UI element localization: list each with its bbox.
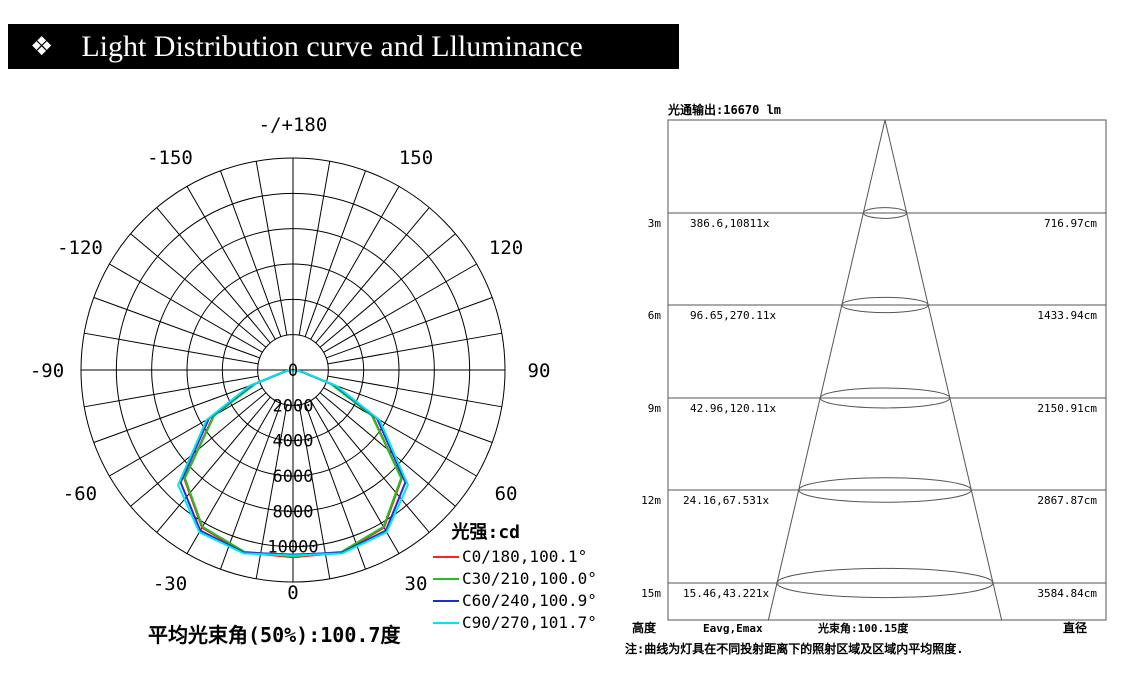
polar-grid-spoke xyxy=(327,375,502,408)
cone-row-height: 9m xyxy=(648,402,662,415)
polar-angle-label: -150 xyxy=(147,147,193,169)
polar-grid-spoke xyxy=(109,263,263,353)
average-beam-angle-label: 平均光束角(50%):100.7度 xyxy=(148,623,401,647)
polar-angle-label: 120 xyxy=(489,237,523,259)
polar-radial-tick-label: 4000 xyxy=(273,432,314,452)
legend-unit-label: 光强:cd xyxy=(450,521,520,543)
polar-grid-spoke xyxy=(186,186,276,340)
cone-right-edge xyxy=(884,119,1003,621)
cone-ellipse xyxy=(776,567,994,599)
legend-series-label: C0/180,100.1° xyxy=(462,547,587,566)
polar-angle-label: 90 xyxy=(528,360,551,382)
cone-grid xyxy=(667,119,1107,621)
cone-ellipse xyxy=(819,387,951,409)
polar-angle-label: -90 xyxy=(30,360,64,382)
polar-grid-spoke xyxy=(220,403,282,570)
polar-angle-label: -60 xyxy=(63,483,97,505)
cone-labels: 光通输出:16670 lm 3m 386.6,10811x 716.97cm 6m 96.… xyxy=(625,102,1097,656)
cone-row-illuminance: 96.65,270.11x xyxy=(690,309,776,322)
polar-grid-spoke xyxy=(323,387,477,477)
polar-angle-label: 30 xyxy=(405,573,428,595)
cone-row-height: 15m xyxy=(641,587,661,600)
polar-radial-tick-label: 6000 xyxy=(273,467,314,487)
cone-footer-diameter: 直径 xyxy=(1063,620,1087,635)
polar-grid-spoke xyxy=(156,207,271,344)
legend-series-label: C90/270,101.7° xyxy=(462,613,597,632)
cone-row-diameter: 1433.94cm xyxy=(1037,309,1097,322)
cone-row-diameter: 3584.84cm xyxy=(1037,587,1097,600)
cone-row-illuminance: 386.6,10811x xyxy=(690,217,770,230)
polar-grid-spoke xyxy=(220,170,282,337)
polar-curve-3 xyxy=(177,369,409,557)
cone-footer-e: Eavg,Emax xyxy=(703,622,763,635)
legend-series-label: C30/210,100.0° xyxy=(462,569,597,588)
polar-grid-spoke xyxy=(304,403,366,570)
polar-radial-tick-label: 8000 xyxy=(273,502,314,522)
legend-series-label: C60/240,100.9° xyxy=(462,591,597,610)
cone-title: 光通输出:16670 lm xyxy=(667,102,781,117)
polar-radial-tick-label: 10000 xyxy=(267,538,318,558)
polar-angle-label: 150 xyxy=(399,147,433,169)
cone-frame xyxy=(667,119,1107,621)
cone-row-height: 3m xyxy=(648,217,662,230)
cone-ellipse xyxy=(841,296,929,314)
polar-grid-spoke xyxy=(109,387,263,477)
polar-radial-tick-label: 0 xyxy=(288,361,298,381)
cone-row-diameter: 2867.87cm xyxy=(1037,494,1097,507)
cone-row-illuminance: 15.46,43.221x xyxy=(683,587,769,600)
section-header: ❖ Light Distribution curve and Llluminan… xyxy=(8,24,679,69)
cone-row-height: 12m xyxy=(641,494,661,507)
cone-left-edge xyxy=(767,119,886,621)
section-title: Light Distribution curve and Llluminance xyxy=(81,29,583,63)
illuminance-cone-chart: 光通输出:16670 lm 3m 386.6,10811x 716.97cm 6m 96.… xyxy=(625,102,1107,656)
cone-ellipse xyxy=(798,477,972,503)
cone-note: 注:曲线为灯具在不同投射距离下的照射区域及区域内平均照度. xyxy=(625,641,963,656)
polar-grid-spoke xyxy=(326,297,493,359)
polar-grid-spoke xyxy=(84,332,259,365)
polar-grid-spoke xyxy=(315,396,430,533)
polar-legend: 光强:cd C0/180,100.1° C30/210,100.0° C60/240,… xyxy=(433,521,597,632)
polar-grid-spoke xyxy=(255,161,288,336)
polar-grid-spoke xyxy=(156,396,271,533)
cone-footer-height: 高度 xyxy=(632,620,657,635)
polar-curves xyxy=(177,369,409,559)
polar-grid-spoke xyxy=(319,233,456,348)
polar-grid-spoke xyxy=(310,186,400,340)
polar-grid-spoke xyxy=(323,263,477,353)
polar-labels: -/+180 150 120 90 60 30 0 -30 -60 -90 -120 -150 0 200… xyxy=(30,114,551,647)
cone-row-height: 6m xyxy=(648,309,662,322)
four-diamond-icon: ❖ xyxy=(30,31,54,62)
cone-row-diameter: 716.97cm xyxy=(1044,217,1097,230)
polar-angle-label: 0 xyxy=(287,582,298,604)
cone-row-illuminance: 42.96,120.11x xyxy=(690,402,776,415)
polar-grid-spoke xyxy=(327,332,502,365)
cone-footer-beam-angle: 光束角:100.15度 xyxy=(817,621,909,635)
polar-grid-spoke xyxy=(130,233,267,348)
polar-radial-tick-label: 2000 xyxy=(273,396,314,416)
polar-angle-label: -120 xyxy=(57,237,103,259)
cone-row-illuminance: 24.16,67.531x xyxy=(683,494,769,507)
polar-grid-spoke xyxy=(326,381,493,443)
polar-angle-label: -30 xyxy=(153,573,187,595)
polar-light-distribution-chart: -/+180 150 120 90 60 30 0 -30 -60 -90 -120 -150 0 200… xyxy=(30,114,597,647)
polar-grid-spoke xyxy=(315,207,430,344)
polar-grid-spoke xyxy=(93,381,260,443)
cone-ellipse xyxy=(862,207,908,219)
polar-grid-spoke xyxy=(93,297,260,359)
cone-row-diameter: 2150.91cm xyxy=(1037,402,1097,415)
polar-grid-spoke xyxy=(298,161,331,336)
polar-grid-spoke xyxy=(84,375,259,408)
polar-grid-spoke xyxy=(298,404,331,579)
polar-angle-label: -/+180 xyxy=(259,114,328,136)
polar-angle-label: 60 xyxy=(495,483,518,505)
polar-grid-spoke xyxy=(304,170,366,337)
polar-grid-spoke xyxy=(255,404,288,579)
